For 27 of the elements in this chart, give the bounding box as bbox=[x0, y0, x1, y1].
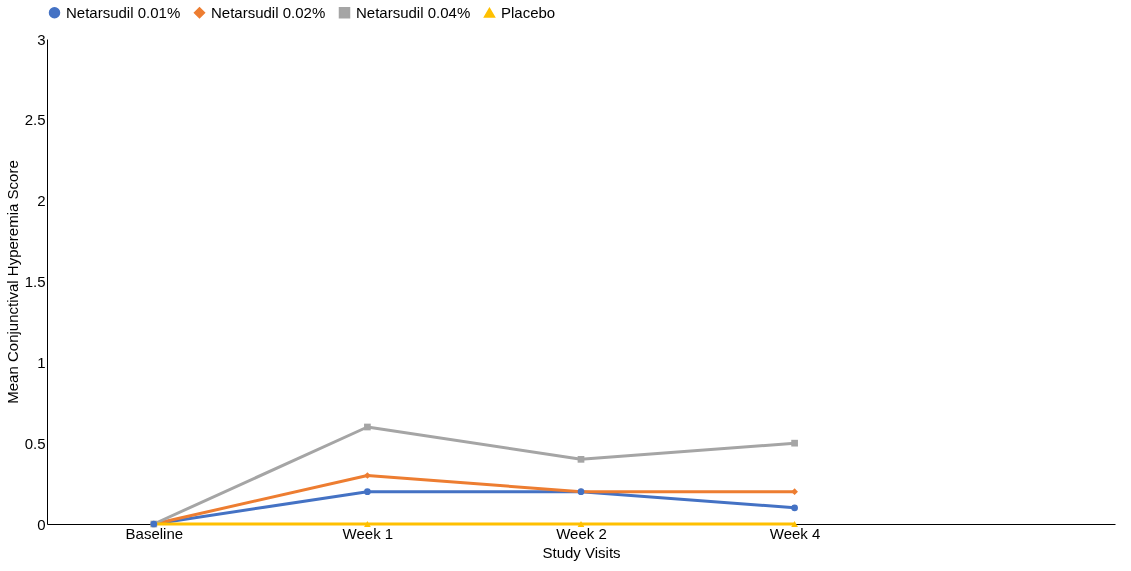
point bbox=[577, 521, 585, 527]
point bbox=[364, 488, 371, 496]
x-tick-label: Week 4 bbox=[769, 524, 821, 542]
point bbox=[577, 455, 585, 463]
point bbox=[364, 423, 371, 431]
x-tick-label: Baseline bbox=[125, 524, 184, 542]
legend-label: Netarsudil 0.04% bbox=[356, 3, 471, 21]
x-tick-label: Week 2 bbox=[556, 524, 607, 542]
point bbox=[364, 521, 371, 527]
point bbox=[791, 439, 798, 447]
x-axis-title: Study Visits bbox=[542, 543, 621, 561]
point bbox=[791, 488, 798, 496]
y-tick-label: 0.5 bbox=[24, 434, 46, 452]
y-tick-label: 0 bbox=[37, 515, 46, 533]
point bbox=[791, 504, 798, 512]
point bbox=[364, 472, 371, 479]
point bbox=[791, 521, 798, 527]
y-tick-label: 1.5 bbox=[24, 273, 46, 290]
legend-label: Netarsudil 0.02% bbox=[211, 3, 326, 21]
legend-label: Netarsudil 0.01% bbox=[66, 3, 181, 21]
legend-label: Placebo bbox=[501, 3, 556, 21]
y-tick-label: 2.5 bbox=[24, 111, 46, 129]
y-axis-title: Mean Conjunctival Hyperemia Score bbox=[3, 160, 21, 404]
y-tick-label: 3 bbox=[37, 30, 46, 48]
y-tick-label: 1 bbox=[37, 353, 46, 371]
y-tick-label: 2 bbox=[37, 192, 46, 210]
x-tick-label: Week 1 bbox=[342, 524, 394, 542]
